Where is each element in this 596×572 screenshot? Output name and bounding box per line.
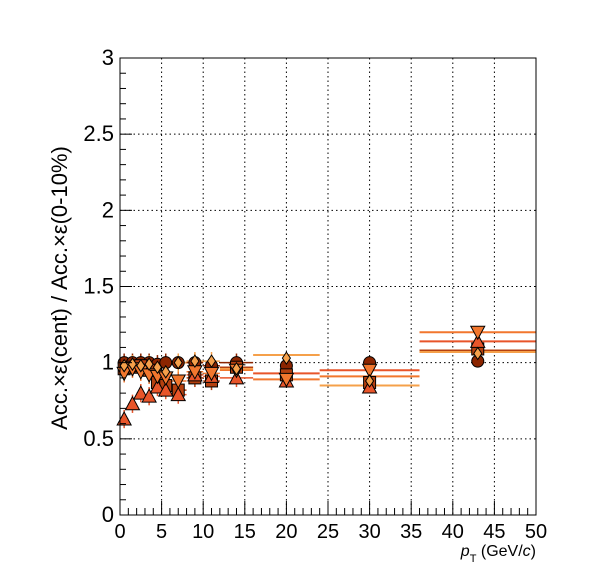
data-point-triangle-down [278,372,295,388]
data-point-diamond [144,357,154,372]
y-tick-label: 0 [102,502,114,527]
y-tick-label: 1.5 [83,274,114,299]
data-point-triangle-up [124,395,141,411]
data-point-triangle-down [361,363,378,379]
x-tick-label: 20 [275,521,297,543]
data-point-diamond [173,355,183,370]
axis-ticks [119,57,537,516]
y-tick-label: 2 [102,197,114,222]
data-point-triangle-down [469,325,486,341]
x-axis-label-p: p [460,543,470,560]
y-axis-label: Acc.×ε(cent) / Acc.×ε(0-10%) [47,146,72,430]
x-axis-label: pT (GeV/c) [460,543,536,565]
data-point-triangle-down [170,374,187,390]
x-tick-label: 50 [525,521,547,543]
x-tick-label: 30 [358,521,380,543]
x-axis-label-close: ) [531,543,536,560]
x-tick-label: 5 [156,521,167,543]
x-axis-label-unit: (GeV/ [476,543,523,560]
y-tick-label: 3 [102,45,114,70]
x-axis-label-c: c [523,543,531,560]
grid [120,58,536,515]
data-point-triangle-up [157,382,174,397]
x-tick-label: 10 [192,521,214,543]
x-tick-label: 25 [317,521,339,543]
y-tick-label: 0.5 [83,426,114,451]
data-point-diamond [231,361,242,376]
data-point-triangle-up [141,388,157,403]
tick-labels: 0 5 10 15 20 25 30 35 40 45 50 0 0.5 1 1.5 2 2.5 3 [83,45,547,543]
data-point-diamond [136,358,146,373]
data-point-triangle-up [132,385,149,400]
data-point-diamond [281,351,292,365]
y-tick-label: 2.5 [83,121,114,146]
data-point-diamond [190,354,200,369]
data-point-triangle-up [149,378,166,394]
data-point-diamond [473,346,483,361]
y-tick-label: 1 [102,350,114,375]
x-tick-label: 0 [114,521,125,543]
data-point-diamond [364,374,375,388]
data-point-diamond [206,354,217,369]
x-tick-label: 35 [400,521,422,543]
data-point-triangle-up [116,410,132,426]
markers [116,325,486,426]
x-tick-label: 15 [234,521,256,543]
data-point-diamond [152,360,163,375]
x-tick-label: 40 [442,521,464,543]
x-tick-label: 45 [483,521,505,543]
x-axis-label-sub: T [470,553,477,565]
data-point-triangle-up [170,386,187,402]
data-point-diamond [161,364,171,379]
